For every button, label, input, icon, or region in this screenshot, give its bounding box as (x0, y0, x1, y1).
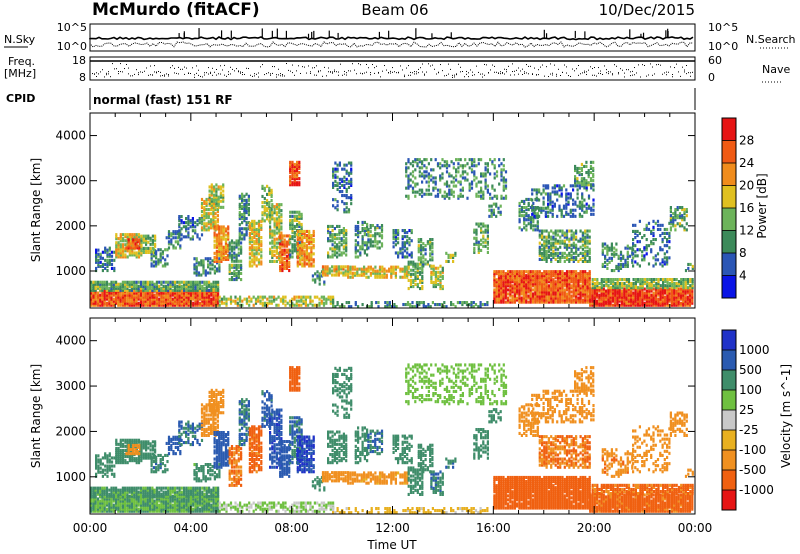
vel-ytick-label: 2000 (55, 424, 86, 438)
beam-title: Beam 06 (361, 1, 428, 19)
nsearch-label: N.Search (746, 33, 796, 46)
velocity-colorbar-tick: -1000 (739, 483, 774, 497)
nsearch-tick-bottom: 10^0 (708, 40, 738, 53)
date-title: 10/Dec/2015 (599, 1, 695, 19)
nsky-trace (89, 28, 694, 48)
power-ytick-label: 4000 (55, 129, 86, 143)
power-ylabel: Slant Range [km] (29, 158, 43, 262)
power-colorbar-tick: 8 (739, 246, 747, 260)
power-colorbar-tick: 24 (739, 156, 754, 170)
xtick-label: 12:00 (375, 521, 410, 535)
velocity-colorbar-tick: 500 (739, 363, 762, 377)
velocity-heatmap (90, 363, 694, 515)
nsky-tick-top: 10^5 (57, 21, 87, 34)
vel-ytick-label: 1000 (55, 470, 86, 484)
station-title: McMurdo (fitACF) (92, 0, 260, 20)
freq-label: Freq. (8, 55, 35, 68)
nave-tick-top: 60 (708, 54, 722, 67)
xtick-label: 08:00 (274, 521, 309, 535)
power-colorbar: 4 8 12 16 20 24 28 (721, 117, 754, 299)
nsky-panel-frame (89, 23, 696, 52)
cpid-text: normal (fast) 151 RF (93, 93, 233, 107)
freq-tick-top: 18 (72, 54, 86, 67)
power-colorbar-tick: 28 (739, 134, 754, 148)
cpid-label: CPID (6, 92, 35, 105)
xtick-label: 00:00 (678, 521, 713, 535)
power-colorbar-label: Power [dB] (755, 173, 769, 238)
nsearch-tick-top: 10^5 (708, 21, 738, 34)
power-ytick-label: 2000 (55, 219, 86, 233)
power-colorbar-tick: 4 (739, 269, 747, 283)
nave-tick-bottom: 0 (708, 71, 715, 84)
velocity-colorbar-label: Velocity [m s^-1] (779, 364, 793, 468)
velocity-ylabel: Slant Range [km] (29, 364, 43, 468)
power-colorbar-tick: 16 (739, 201, 754, 215)
nsky-label: N.Sky (4, 33, 36, 46)
velocity-colorbar: 1000 500 100 25 -25 -100 -500 -1000 (721, 329, 774, 511)
velocity-colorbar-tick: -500 (739, 463, 766, 477)
xtick-label: 16:00 (476, 521, 511, 535)
velocity-colorbar-tick: -25 (739, 423, 759, 437)
nave-label: Nave (762, 63, 790, 76)
velocity-colorbar-tick: 25 (739, 403, 754, 417)
freq-unit-label: [MHz] (4, 67, 36, 80)
velocity-colorbar-tick: 1000 (739, 343, 770, 357)
freq-panel-frame (89, 56, 696, 81)
power-ytick-label: 1000 (55, 264, 86, 278)
xtick-label: 00:00 (73, 521, 108, 535)
power-heatmap (90, 158, 694, 309)
vel-ytick-label: 3000 (55, 379, 86, 393)
power-colorbar-tick: 12 (739, 224, 754, 238)
velocity-colorbar-tick: 100 (739, 383, 762, 397)
xtick-label: 20:00 (577, 521, 612, 535)
xtick-label: 04:00 (174, 521, 209, 535)
power-colorbar-tick: 20 (739, 179, 754, 193)
freq-trace (90, 60, 695, 78)
nsky-tick-bottom: 10^0 (57, 40, 87, 53)
freq-tick-bottom: 8 (79, 71, 86, 84)
power-ytick-label: 3000 (55, 174, 86, 188)
x-axis-title: Time UT (366, 538, 417, 552)
vel-ytick-label: 4000 (55, 334, 86, 348)
velocity-colorbar-tick: -100 (739, 443, 766, 457)
